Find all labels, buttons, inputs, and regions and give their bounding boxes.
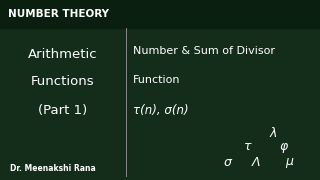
Text: Dr. Meenakshi Rana: Dr. Meenakshi Rana <box>10 164 95 173</box>
Text: Functions: Functions <box>31 75 94 88</box>
Bar <box>0 0 320 28</box>
Text: Λ: Λ <box>252 156 260 168</box>
Text: σ: σ <box>223 156 231 168</box>
Text: μ: μ <box>286 156 294 168</box>
Text: τ: τ <box>244 140 252 153</box>
Text: NUMBER THEORY: NUMBER THEORY <box>8 9 109 19</box>
Text: (Part 1): (Part 1) <box>38 104 87 117</box>
Text: Arithmetic: Arithmetic <box>28 48 97 60</box>
Text: Function: Function <box>133 75 180 85</box>
Text: λ: λ <box>270 127 277 140</box>
Text: φ: φ <box>279 140 287 153</box>
Text: Number & Sum of Divisor: Number & Sum of Divisor <box>133 46 275 56</box>
Text: τ(n), σ(n): τ(n), σ(n) <box>133 104 188 117</box>
